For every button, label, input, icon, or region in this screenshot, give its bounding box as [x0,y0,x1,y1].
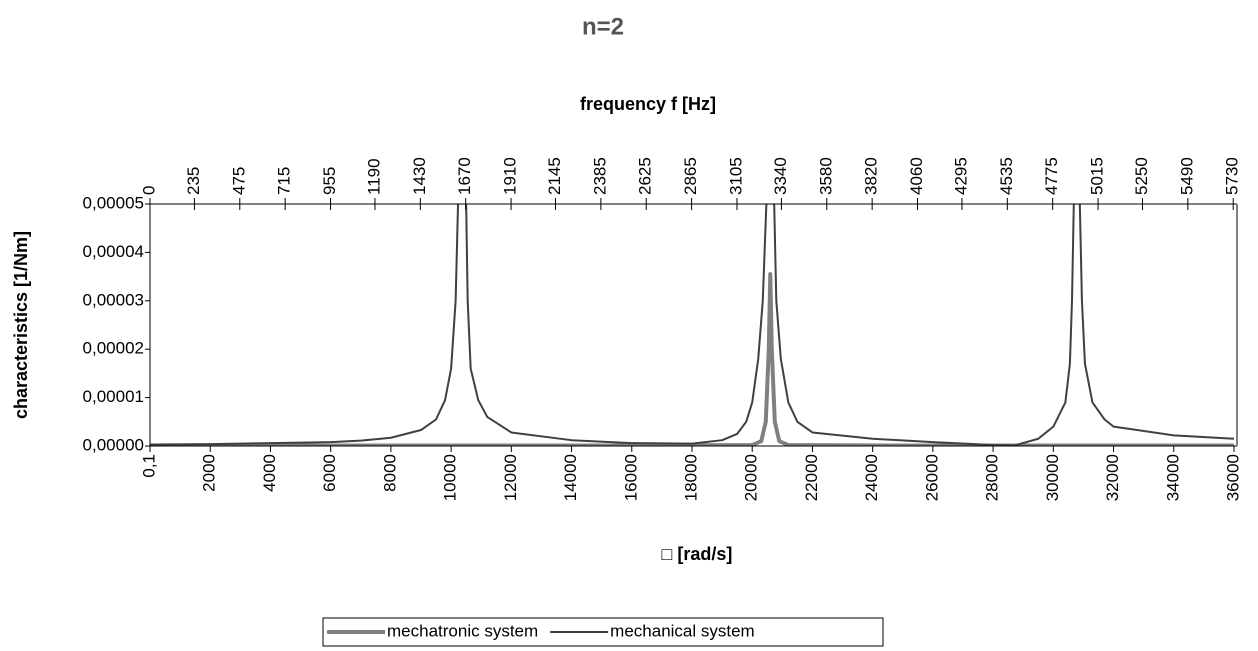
x2-tick-label: 4535 [997,157,1016,195]
x2-tick-label: 0 [139,186,158,195]
x2-tick-label: 4775 [1042,157,1061,195]
y-tick-label: 0,00003 [83,290,144,309]
x-tick-label: 30000 [1043,454,1062,501]
x2-tick-label: 475 [229,167,248,195]
x2-tick-label: 955 [320,167,339,195]
legend-label: mechatronic system [387,621,538,640]
x-tick-label: 16000 [621,454,640,501]
x2-tick-label: 1910 [501,157,520,195]
x-tick-label: 2000 [200,454,219,492]
x2-tick-label: 2625 [636,157,655,195]
x2-tick-label: 3820 [862,157,881,195]
x-tick-label: 6000 [320,454,339,492]
x-tick-label: 10000 [441,454,460,501]
x-tick-label: 18000 [681,454,700,501]
legend-label: mechanical system [610,621,755,640]
x2-tick-label: 1430 [410,157,429,195]
x-tick-label: 14000 [561,454,580,501]
x-tick-label: 4000 [260,454,279,492]
x2-tick-label: 2145 [545,157,564,195]
y-tick-label: 0,00001 [83,387,144,406]
y-axis-title: characteristics [1/Nm] [11,231,31,419]
x2-tick-label: 2865 [681,157,700,195]
x2-tick-label: 5490 [1177,157,1196,195]
x-tick-label: 8000 [380,454,399,492]
x-tick-label: 34000 [1163,454,1182,501]
y-tick-label: 0,00000 [83,435,144,454]
x-tick-label: 24000 [862,454,881,501]
x-tick-label: 36000 [1223,454,1242,501]
x-tick-label: 32000 [1103,454,1122,501]
x2-tick-label: 5730 [1223,157,1242,195]
x2-tick-label: 2385 [590,157,609,195]
y-tick-label: 0,00002 [83,339,144,358]
chart-title: n=2 [582,13,624,40]
x2-tick-label: 5015 [1088,157,1107,195]
y-tick-label: 0,00004 [83,242,144,261]
x-tick-label: 26000 [922,454,941,501]
x2-tick-label: 4060 [907,157,926,195]
y-tick-label: 0,00005 [83,193,144,212]
x-tick-label: 20000 [742,454,761,501]
x-axis-title: □ [rad/s] [662,544,733,564]
x2-tick-label: 4295 [951,157,970,195]
plot-area [150,204,1235,446]
x2-tick-label: 715 [275,167,294,195]
x2-tick-label: 1670 [455,157,474,195]
x-tick-label: 12000 [501,454,520,501]
x2-tick-label: 1190 [364,158,383,195]
x2-tick-label: 235 [184,167,203,195]
x-tick-label: 0,1 [139,454,158,478]
series-line [150,204,1235,446]
x-tick-label: 28000 [983,454,1002,501]
x2-tick-label: 3580 [816,157,835,195]
x-tick-label: 22000 [802,454,821,501]
x2-tick-label: 3105 [726,157,745,195]
x2-tick-label: 5250 [1132,157,1151,195]
x2-axis-title: frequency f [Hz] [580,94,716,114]
x2-tick-label: 3340 [771,157,790,195]
